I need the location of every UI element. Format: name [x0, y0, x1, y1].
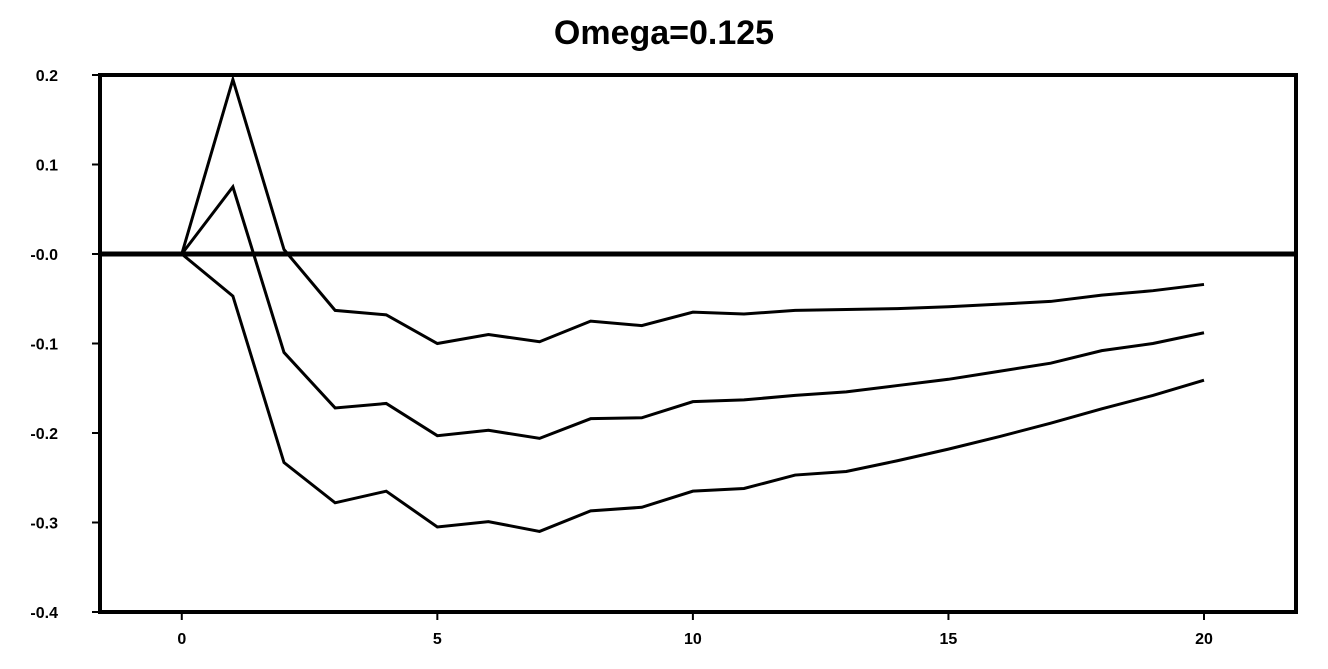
y-tick-label: 0.2: [36, 68, 58, 85]
plot-frame: [98, 73, 1298, 614]
y-tick-label: -0.3: [30, 516, 58, 533]
series-line-3: [180, 252, 1205, 534]
series-line-1: [180, 74, 1205, 346]
y-tick-label: -0.2: [30, 426, 58, 443]
x-axis: 0 5 10 15 20: [177, 612, 1213, 648]
series-line-2: [180, 183, 1205, 440]
x-tick-label: 5: [433, 631, 442, 648]
chart-title: Omega=0.125: [553, 14, 775, 52]
y-axis: 0.2 0.1 -0.0 -0.1 -0.2 -0.3 -0.4: [30, 68, 100, 622]
x-tick-label: 10: [684, 631, 702, 648]
x-tick-label: 20: [1195, 631, 1213, 648]
y-tick-label: -0.4: [30, 605, 58, 622]
y-tick-label: -0.0: [30, 247, 58, 264]
y-tick-label: 0.1: [36, 158, 58, 175]
x-tick-label: 15: [940, 631, 958, 648]
series-layer: [180, 74, 1205, 534]
x-tick-label: 0: [177, 631, 186, 648]
y-tick-label: -0.1: [30, 337, 58, 354]
